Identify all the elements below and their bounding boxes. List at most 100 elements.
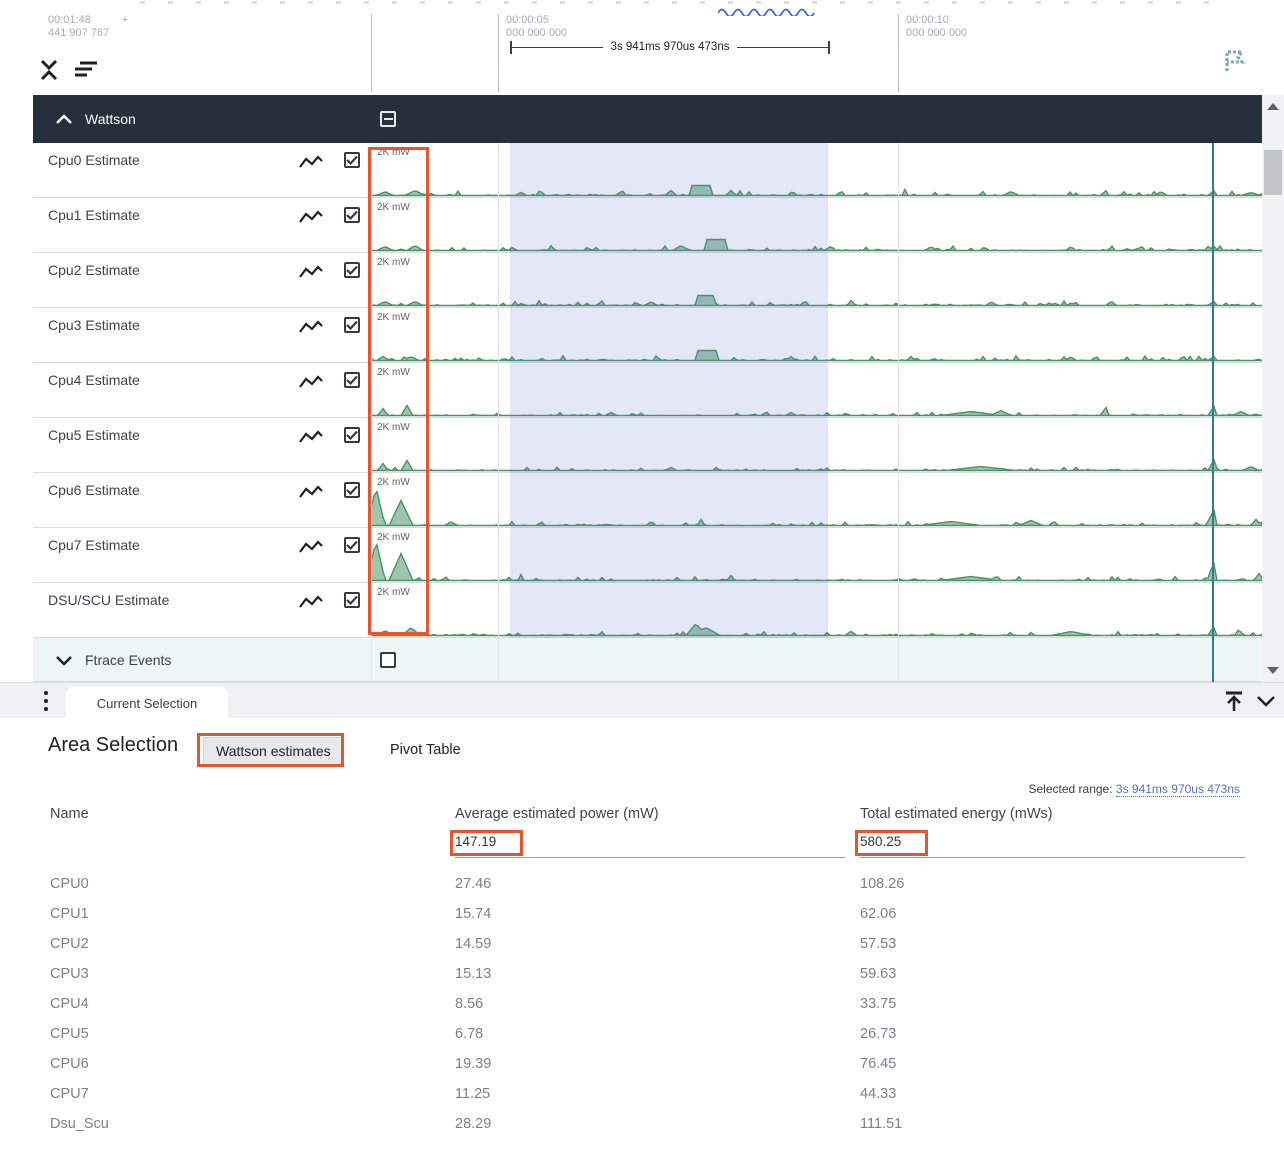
tab-current-selection[interactable]: Current Selection bbox=[66, 687, 228, 719]
checkmark-icon bbox=[346, 210, 358, 220]
track-name: Cpu1 Estimate bbox=[48, 207, 140, 223]
track-row[interactable]: Cpu7 Estimate 2K mW bbox=[33, 528, 1262, 583]
counter-waveform[interactable] bbox=[371, 142, 1262, 197]
sort-tracks-icon[interactable] bbox=[72, 60, 98, 80]
track-row[interactable]: Cpu5 Estimate 2K mW bbox=[33, 418, 1262, 473]
group-header-ftrace-events[interactable]: Ftrace Events bbox=[33, 638, 1262, 682]
group-header-wattson[interactable]: Wattson bbox=[33, 95, 1262, 143]
cell-power: 14.59 bbox=[455, 936, 492, 952]
cropped-text-artifact bbox=[140, 1, 1230, 4]
flag-marker-icon[interactable] bbox=[1222, 48, 1248, 74]
cell-energy: 57.53 bbox=[860, 936, 897, 952]
table-row: CPU2 14.59 57.53 bbox=[0, 928, 1284, 958]
tracks-scrollbar[interactable] bbox=[1262, 95, 1284, 682]
ruler-tick bbox=[371, 14, 372, 92]
track-checkbox-checked[interactable] bbox=[344, 317, 360, 333]
track-name: Cpu3 Estimate bbox=[48, 317, 140, 333]
track-row[interactable]: DSU/SCU Estimate 2K mW bbox=[33, 583, 1262, 638]
counter-waveform[interactable] bbox=[371, 252, 1262, 307]
scroll-up-arrow-icon[interactable] bbox=[1267, 103, 1279, 110]
cell-power: 19.39 bbox=[455, 1056, 492, 1072]
counter-waveform[interactable] bbox=[371, 472, 1262, 527]
selection-duration-readout: 3s 941ms 970us 473ns bbox=[510, 40, 831, 54]
spellcheck-squiggle-icon bbox=[718, 8, 815, 16]
track-checkbox-checked[interactable] bbox=[344, 482, 360, 498]
counter-waveform[interactable] bbox=[371, 527, 1262, 582]
counter-track-icon bbox=[299, 265, 323, 278]
counter-waveform[interactable] bbox=[371, 197, 1262, 252]
cell-name: CPU2 bbox=[50, 936, 89, 952]
cell-power: 28.29 bbox=[455, 1116, 492, 1132]
cell-name: CPU0 bbox=[50, 876, 89, 892]
checkmark-icon bbox=[346, 155, 358, 165]
total-power-value: 147.19 bbox=[455, 834, 497, 849]
expand-panel-up-icon[interactable] bbox=[1222, 690, 1246, 712]
counter-waveform[interactable] bbox=[371, 582, 1262, 637]
kebab-menu-icon[interactable] bbox=[44, 691, 48, 711]
cell-energy: 108.26 bbox=[860, 876, 905, 892]
collapse-tracks-icon[interactable] bbox=[38, 57, 60, 83]
chevron-down-icon[interactable] bbox=[55, 654, 73, 666]
track-checkbox-checked[interactable] bbox=[344, 427, 360, 443]
track-checkbox-checked[interactable] bbox=[344, 207, 360, 223]
table-row: CPU5 6.78 26.73 bbox=[0, 1018, 1284, 1048]
counter-track-icon bbox=[299, 430, 323, 443]
pivot-table-button[interactable]: Pivot Table bbox=[390, 742, 461, 758]
measure-left-tick bbox=[510, 40, 512, 54]
scroll-down-arrow-icon[interactable] bbox=[1267, 667, 1279, 674]
counter-waveform[interactable] bbox=[371, 362, 1262, 417]
scale-label: 2K mW bbox=[377, 312, 410, 323]
area-selection-overlay bbox=[510, 143, 828, 638]
annotation-box-total-energy bbox=[855, 830, 928, 856]
scale-label: 2K mW bbox=[377, 477, 410, 488]
selected-range-link[interactable]: 3s 941ms 970us 473ns bbox=[1115, 782, 1240, 797]
cell-power: 27.46 bbox=[455, 876, 492, 892]
track-name: Cpu4 Estimate bbox=[48, 372, 140, 388]
track-row[interactable]: Cpu6 Estimate 2K mW bbox=[33, 473, 1262, 528]
cell-energy: 59.63 bbox=[860, 966, 897, 982]
track-row[interactable]: Cpu0 Estimate 2K mW bbox=[33, 143, 1262, 198]
table-row: Dsu_Scu 28.29 111.51 bbox=[0, 1108, 1284, 1138]
counter-waveform[interactable] bbox=[371, 417, 1262, 472]
table-row: CPU6 19.39 76.45 bbox=[0, 1048, 1284, 1078]
table-row: CPU7 11.25 44.33 bbox=[0, 1078, 1284, 1108]
group-checkbox-indeterminate[interactable] bbox=[380, 111, 396, 127]
track-row[interactable]: Cpu3 Estimate 2K mW bbox=[33, 308, 1262, 363]
panel-title: Area Selection bbox=[48, 734, 179, 756]
scrollbar-thumb[interactable] bbox=[1264, 150, 1282, 195]
table-row: CPU0 27.46 108.26 bbox=[0, 868, 1284, 898]
track-row[interactable]: Cpu4 Estimate 2K mW bbox=[33, 363, 1262, 418]
cell-name: CPU4 bbox=[50, 996, 89, 1012]
counter-track-icon bbox=[299, 375, 323, 388]
track-checkbox-checked[interactable] bbox=[344, 262, 360, 278]
track-row[interactable]: Cpu2 Estimate 2K mW bbox=[33, 253, 1262, 308]
track-checkbox-checked[interactable] bbox=[344, 372, 360, 388]
track-checkbox-checked[interactable] bbox=[344, 537, 360, 553]
group-checkbox-unchecked[interactable] bbox=[380, 651, 396, 668]
table-row: CPU1 15.74 62.06 bbox=[0, 898, 1284, 928]
column-header-power: Average estimated power (mW) bbox=[455, 806, 659, 822]
details-panel: Area Selection Wattson estimates Pivot T… bbox=[0, 718, 1284, 1162]
scale-label: 2K mW bbox=[377, 532, 410, 543]
time-gridline bbox=[898, 143, 899, 682]
scale-label: 2K mW bbox=[377, 367, 410, 378]
scale-label: 2K mW bbox=[377, 147, 410, 158]
cell-power: 6.78 bbox=[455, 1026, 484, 1042]
cell-name: CPU3 bbox=[50, 966, 89, 982]
cell-name: Dsu_Scu bbox=[50, 1116, 109, 1132]
time-gridline bbox=[498, 143, 499, 682]
track-checkbox-checked[interactable] bbox=[344, 152, 360, 168]
track-name: DSU/SCU Estimate bbox=[48, 592, 170, 608]
cell-name: CPU6 bbox=[50, 1056, 89, 1072]
ruler-label-5s: 00:00:05 000 000 000 bbox=[506, 14, 568, 39]
table-row: CPU3 15.13 59.63 bbox=[0, 958, 1284, 988]
counter-waveform[interactable] bbox=[371, 307, 1262, 362]
track-row[interactable]: Cpu1 Estimate 2K mW bbox=[33, 198, 1262, 253]
cell-energy: 33.75 bbox=[860, 996, 897, 1012]
counter-track-icon bbox=[299, 540, 323, 553]
collapse-panel-down-icon[interactable] bbox=[1256, 694, 1276, 708]
chevron-up-icon[interactable] bbox=[55, 113, 73, 125]
cell-name: CPU5 bbox=[50, 1026, 89, 1042]
cell-power: 15.13 bbox=[455, 966, 492, 982]
track-checkbox-checked[interactable] bbox=[344, 592, 360, 608]
